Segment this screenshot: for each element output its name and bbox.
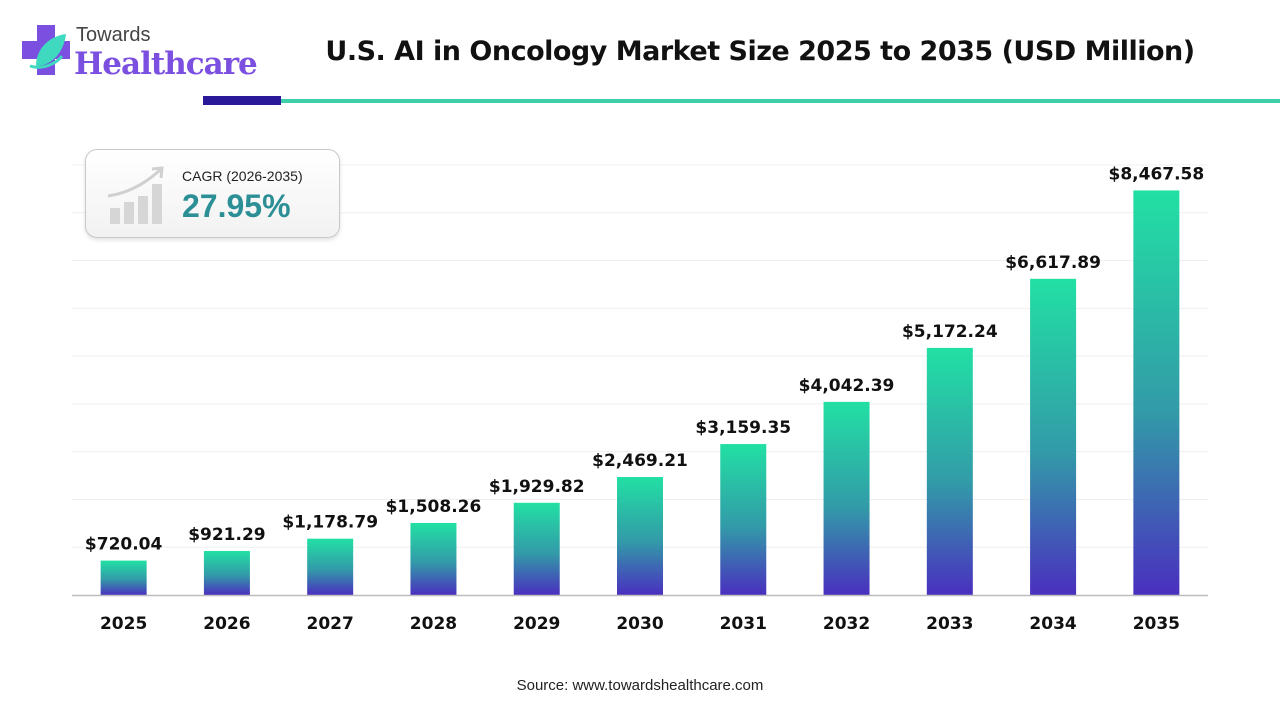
title-underline-teal	[281, 99, 1280, 103]
bar-2030	[617, 477, 663, 595]
data-label: $1,178.79	[282, 513, 378, 533]
brand-line2: Healthcare	[74, 46, 258, 82]
brand-line1: Towards	[76, 24, 151, 46]
data-label: $1,508.26	[386, 497, 482, 517]
x-tick-label: 2033	[926, 614, 973, 634]
data-label: $1,929.82	[489, 477, 585, 497]
medical-cross-leaf-icon	[22, 25, 70, 75]
x-tick-label: 2025	[100, 614, 147, 634]
bar-2033	[926, 347, 973, 595]
bar-2027	[307, 538, 354, 595]
data-label: $921.29	[188, 525, 265, 545]
title-underline-dark	[203, 96, 281, 105]
bar-2035	[1133, 190, 1180, 595]
bar-2032	[823, 401, 870, 595]
bar-2031	[720, 444, 767, 595]
x-tick-label: 2026	[203, 614, 250, 634]
brand-logo: Towards Healthcare	[22, 22, 258, 82]
bar-2028	[410, 522, 457, 595]
data-label: $3,159.35	[695, 418, 791, 438]
bar-2029	[513, 502, 560, 595]
x-tick-label: 2028	[410, 614, 457, 634]
data-label: $8,467.58	[1109, 164, 1205, 184]
bar-2034	[1030, 278, 1077, 595]
source-note: Source: www.towardshealthcare.com	[516, 677, 764, 694]
bar-2026	[203, 550, 250, 595]
data-label: $720.04	[85, 535, 163, 555]
chart-title: U.S. AI in Oncology Market Size 2025 to …	[325, 36, 1195, 67]
x-tick-label: 2035	[1133, 614, 1180, 634]
data-label: $4,042.39	[799, 376, 895, 396]
x-tick-label: 2029	[513, 614, 560, 634]
cagr-label: CAGR (2026-2035)	[182, 168, 303, 184]
x-tick-label: 2027	[307, 614, 354, 634]
growth-chart-icon	[107, 166, 164, 224]
data-label: $5,172.24	[902, 322, 998, 342]
data-label: $2,469.21	[592, 451, 688, 471]
x-tick-label: 2030	[616, 614, 663, 634]
cagr-card: CAGR (2026-2035) 27.95%	[85, 149, 340, 238]
x-tick-label: 2031	[720, 614, 767, 634]
x-tick-label: 2034	[1029, 614, 1076, 634]
cagr-value: 27.95%	[182, 188, 291, 224]
data-label: $6,617.89	[1005, 253, 1101, 273]
x-tick-label: 2032	[823, 614, 870, 634]
bar-2025	[100, 560, 147, 595]
